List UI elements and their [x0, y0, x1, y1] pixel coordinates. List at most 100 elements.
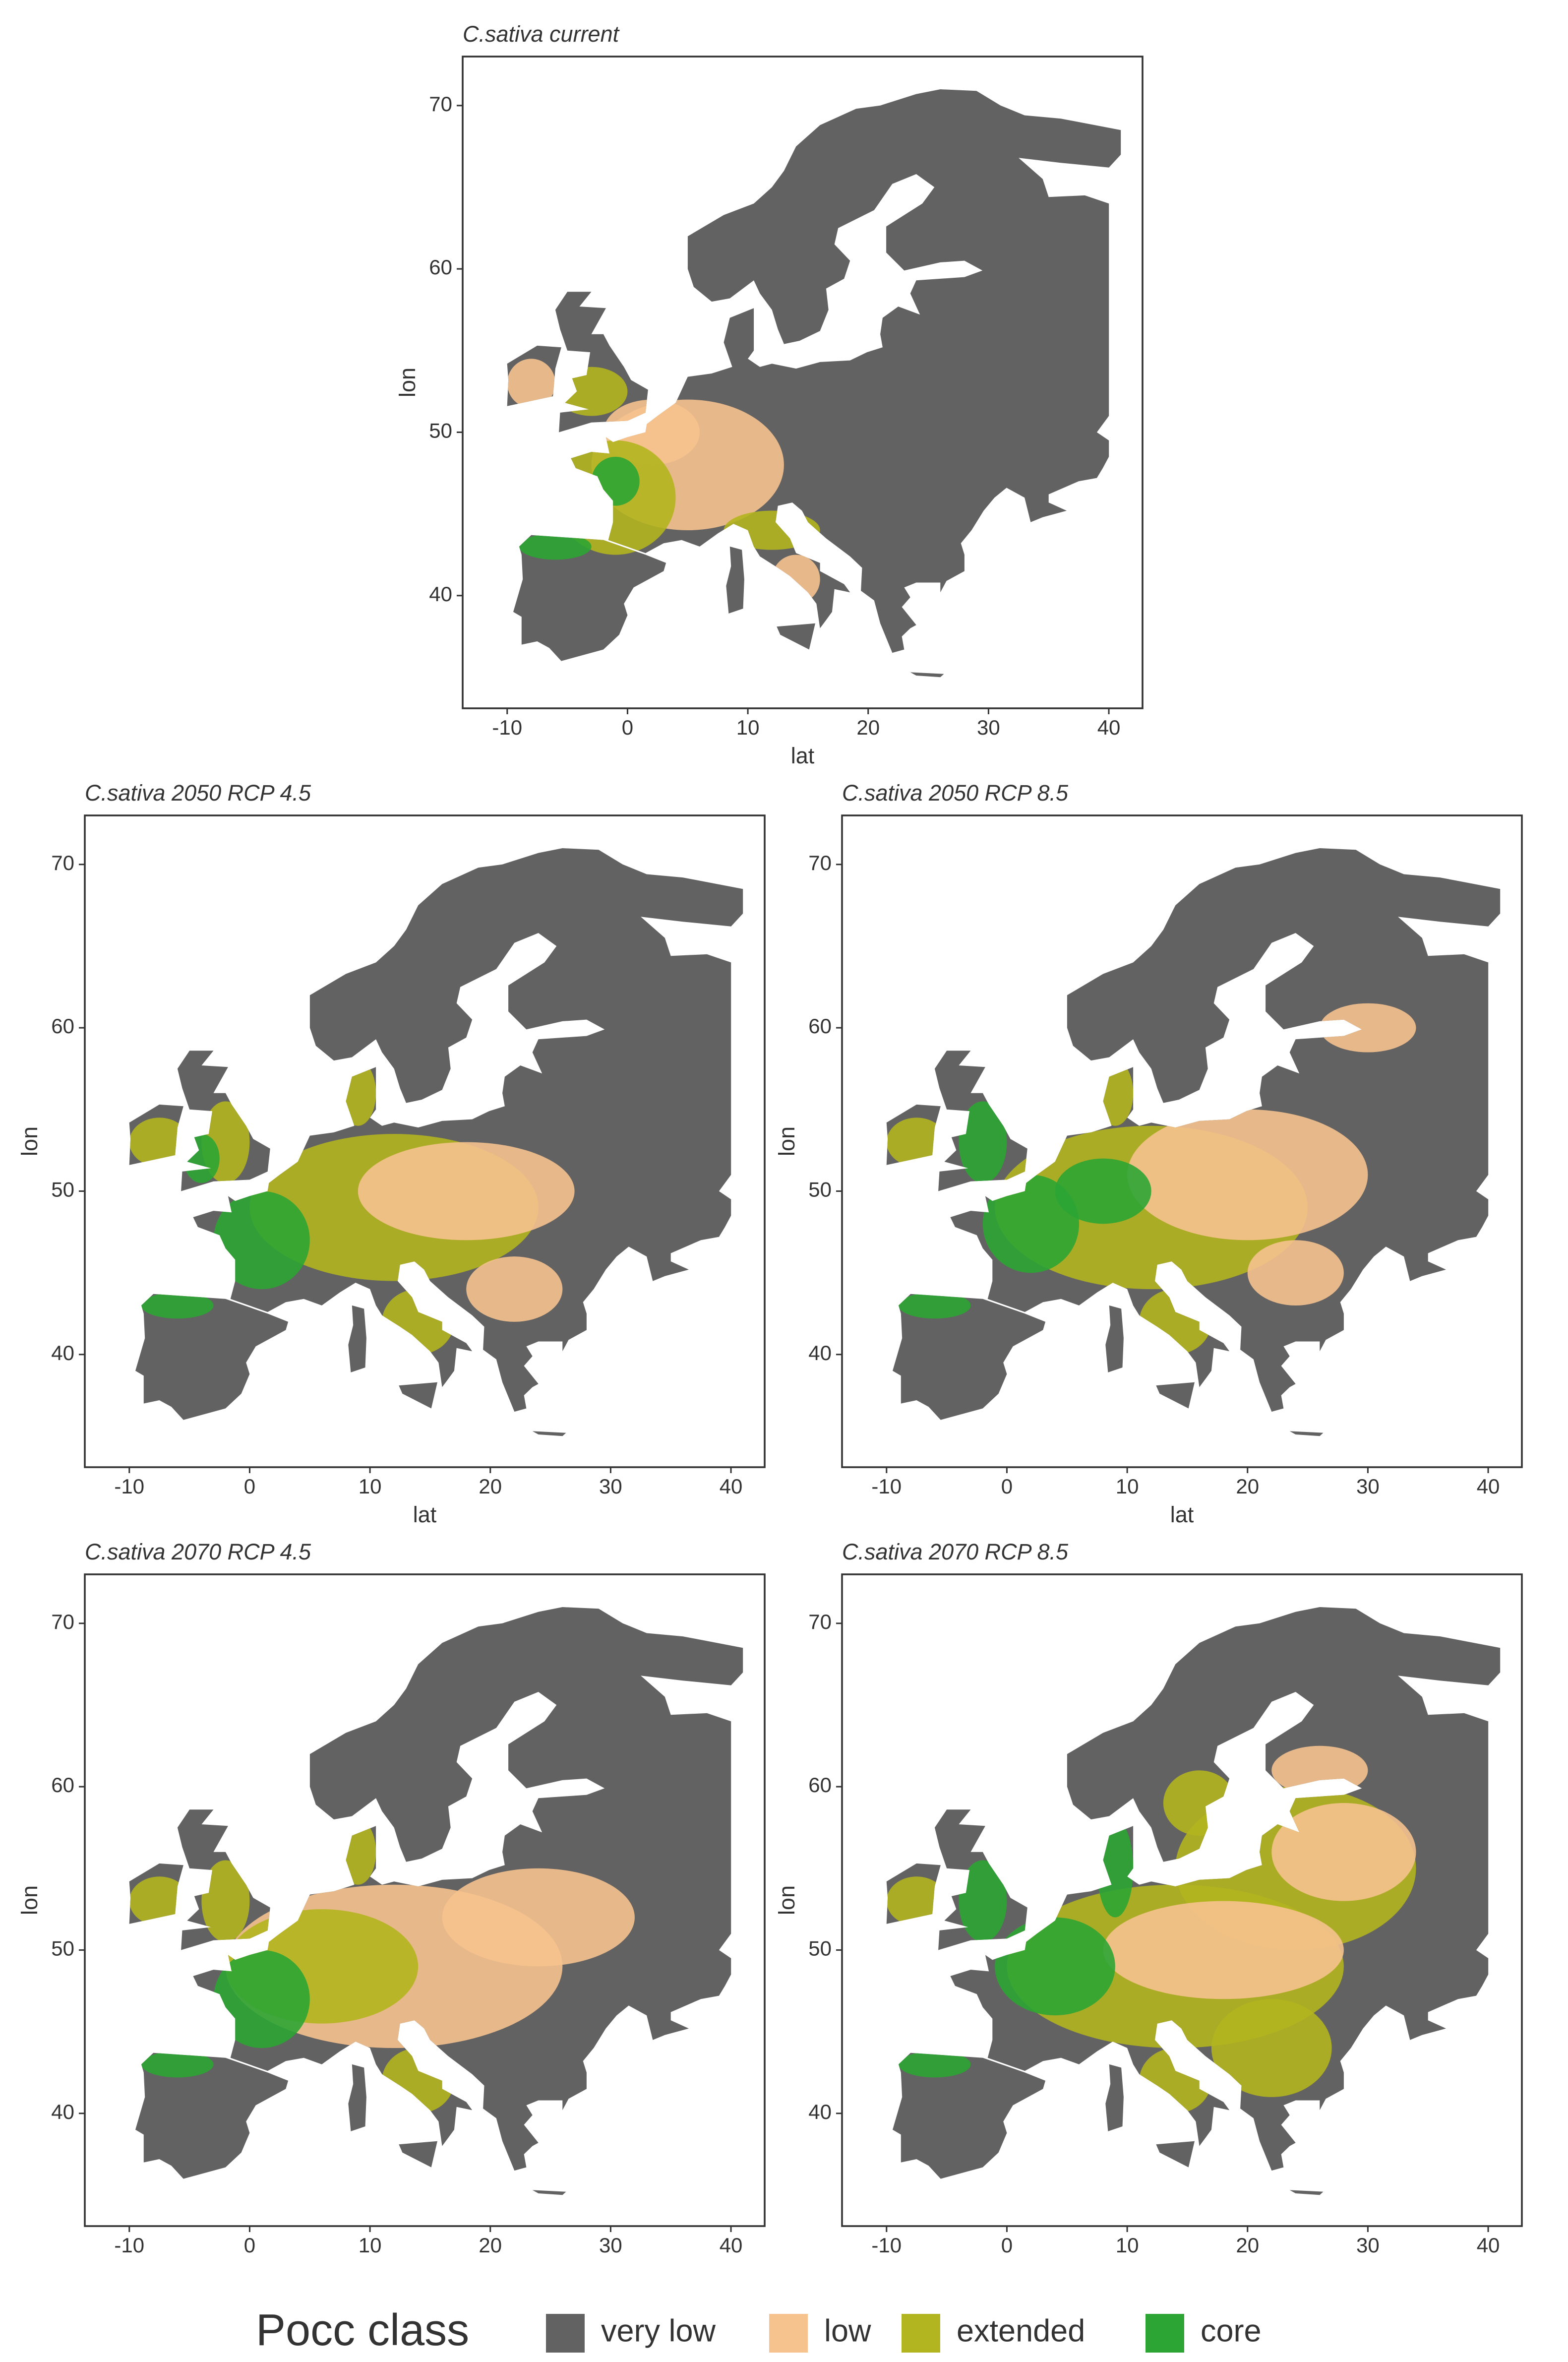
- x-tick-label: 40: [1477, 2234, 1500, 2257]
- y-tick-label: 40: [808, 1341, 832, 1365]
- x-tick-label: 20: [479, 1475, 502, 1498]
- legend-swatch: [902, 2314, 940, 2353]
- land: [726, 546, 744, 614]
- suitability-patch: [507, 359, 555, 408]
- panel-title: C.sativa current: [463, 21, 620, 47]
- suitability-patch: [1320, 1003, 1416, 1053]
- suitability-patch: [1271, 1803, 1416, 1901]
- suitability-patch: [1211, 1999, 1332, 2097]
- x-tick-label: 0: [244, 2234, 255, 2257]
- suitability-patch: [213, 1191, 310, 1290]
- land: [893, 1294, 1046, 1420]
- y-tick-label: 40: [51, 1341, 74, 1365]
- suitability-patch: [1127, 1109, 1368, 1241]
- x-tick-label: 0: [622, 716, 633, 739]
- land: [135, 2052, 289, 2179]
- y-tick-label: 70: [808, 851, 832, 874]
- land: [348, 1305, 366, 1372]
- suitability-patch: [995, 1917, 1115, 2016]
- suitability-patch: [899, 2051, 971, 2078]
- suitability-patch: [886, 1876, 947, 1926]
- land: [532, 1431, 566, 1436]
- y-tick-label: 60: [808, 1773, 832, 1797]
- land: [1105, 1305, 1124, 1372]
- panel-title: C.sativa 2070 RCP 8.5: [842, 1539, 1069, 1564]
- suitability-patch: [1055, 1158, 1151, 1224]
- suitability-patch: [899, 1292, 971, 1319]
- suitability-patch: [555, 367, 628, 416]
- suitability-patch: [141, 1292, 214, 1319]
- suitability-patch: [959, 1860, 1007, 1942]
- suitability-patch: [886, 1118, 947, 1167]
- x-tick-label: 0: [1001, 2234, 1013, 2257]
- y-tick-label: 70: [429, 92, 452, 116]
- legend-label: low: [824, 2314, 871, 2349]
- suitability-patch: [129, 1118, 190, 1167]
- map: [129, 848, 743, 1436]
- x-tick-label: 20: [479, 2234, 502, 2257]
- suitability-patches: [129, 1819, 635, 2113]
- suitability-patch: [442, 1868, 635, 1967]
- x-tick-label: -10: [114, 1475, 144, 1498]
- y-tick-label: 70: [51, 1610, 74, 1633]
- x-tick-label: -10: [871, 2234, 902, 2257]
- suitability-patches: [886, 1003, 1416, 1355]
- land: [1289, 1431, 1324, 1436]
- land: [1289, 2190, 1324, 2195]
- x-tick-label: 30: [1356, 2234, 1380, 2257]
- y-axis-label: lon: [774, 1126, 799, 1156]
- x-tick-label: 20: [1236, 2234, 1259, 2257]
- x-axis-label: lat: [1170, 1502, 1194, 1527]
- map: [507, 89, 1121, 678]
- x-tick-label: 20: [856, 716, 880, 739]
- suitability-patches: [129, 1060, 575, 1355]
- suitability-patch: [1103, 1901, 1344, 1999]
- map: [886, 848, 1501, 1436]
- suitability-patch: [129, 1876, 190, 1926]
- y-tick-label: 40: [51, 2100, 74, 2123]
- suitability-patch: [1247, 1240, 1344, 1305]
- x-tick-label: 40: [1097, 716, 1121, 739]
- map: [129, 1607, 743, 2195]
- y-axis-label: lon: [395, 368, 420, 397]
- x-tick-label: 10: [359, 2234, 382, 2257]
- y-tick-label: 70: [51, 851, 74, 874]
- x-tick-label: 30: [599, 2234, 622, 2257]
- y-tick-label: 60: [429, 255, 452, 279]
- x-tick-label: 0: [244, 1475, 255, 1498]
- x-tick-label: 10: [1116, 1475, 1139, 1498]
- suitability-patch: [982, 1175, 1080, 1273]
- x-tick-label: 10: [736, 716, 760, 739]
- panel-title: C.sativa 2050 RCP 8.5: [842, 780, 1069, 806]
- panel-title: C.sativa 2070 RCP 4.5: [85, 1539, 311, 1564]
- legend-swatch: [1146, 2314, 1184, 2353]
- y-axis-label: lon: [17, 1126, 42, 1156]
- x-axis-label: lat: [413, 1502, 437, 1527]
- x-tick-label: -10: [114, 2234, 144, 2257]
- land: [135, 1294, 289, 1420]
- suitability-patch: [141, 2051, 214, 2078]
- y-tick-label: 50: [808, 1937, 832, 1960]
- x-tick-label: 40: [1477, 1475, 1500, 1498]
- land: [1105, 2064, 1124, 2131]
- legend-label: very low: [601, 2314, 716, 2349]
- land: [1156, 1382, 1195, 1409]
- x-tick-label: 20: [1236, 1475, 1259, 1498]
- x-tick-label: 40: [720, 2234, 743, 2257]
- y-tick-label: 50: [51, 1937, 74, 1960]
- y-tick-label: 60: [51, 1773, 74, 1797]
- suitability-patch: [959, 1101, 1007, 1183]
- y-tick-label: 60: [51, 1014, 74, 1038]
- land: [399, 2141, 437, 2168]
- x-tick-label: 10: [359, 1475, 382, 1498]
- x-tick-label: -10: [871, 1475, 902, 1498]
- land: [399, 1382, 437, 1409]
- suitability-patch: [358, 1142, 575, 1241]
- land: [348, 2064, 366, 2131]
- x-axis-label: lat: [791, 743, 815, 768]
- land: [777, 623, 815, 650]
- land: [893, 2052, 1046, 2179]
- x-tick-label: 30: [1356, 1475, 1380, 1498]
- suitability-patch: [201, 1860, 250, 1942]
- x-tick-label: 40: [720, 1475, 743, 1498]
